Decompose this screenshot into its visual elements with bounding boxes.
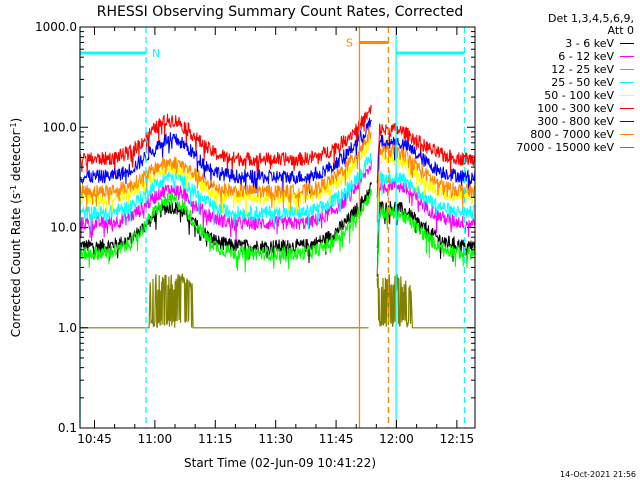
x-tick-label-2: 11:15	[198, 432, 233, 446]
legend-entry-2: 12 - 25 keV	[484, 63, 634, 76]
y-tick-label-0: 1000.0	[35, 20, 77, 34]
x-tick-label-5: 12:00	[379, 432, 414, 446]
legend-swatch	[620, 82, 634, 83]
chart-title: RHESSI Observing Summary Count Rates, Co…	[97, 4, 463, 20]
legend-entry-7: 800 - 7000 keV	[484, 128, 634, 141]
y-axis-label-part: Corrected Count Rate (s	[9, 193, 23, 337]
legend-header-line-1: Det 1,3,4,5,6,9,	[547, 12, 634, 25]
series-line-3-segment-1	[376, 170, 476, 236]
series-line-4-segment-0	[79, 136, 372, 217]
legend-swatch	[620, 56, 634, 57]
x-tick-label-1: 11:00	[138, 432, 173, 446]
annotation-night-label: N	[152, 47, 160, 60]
legend-swatch	[620, 108, 634, 109]
series-line-0-segment-0	[79, 182, 372, 265]
legend-label: 12 - 25 keV	[551, 63, 614, 76]
legend-entry-1: 6 - 12 keV	[484, 50, 634, 63]
x-tick-label-0: 10:45	[77, 432, 112, 446]
y-axis-label-superscript: -1	[9, 185, 18, 193]
y-axis-label-superscript: -1	[9, 122, 18, 130]
y-axis-label: Corrected Count Rate (s-1 detector-1)	[9, 118, 24, 337]
y-tick-label-4: 0.1	[58, 421, 77, 435]
legend-entry-3: 25 - 50 keV	[484, 76, 634, 89]
legend-swatch	[620, 95, 634, 96]
legend-label: 50 - 100 keV	[544, 89, 614, 102]
legend-label: 6 - 12 keV	[558, 50, 614, 63]
legend-entry-0: 3 - 6 keV	[484, 37, 634, 50]
legend-label: 7000 - 15000 keV	[516, 141, 614, 154]
legend-swatch	[620, 147, 634, 148]
legend-swatch	[620, 121, 634, 122]
series-line-7-segment-0	[79, 128, 372, 211]
series-line-6-segment-0	[79, 117, 372, 194]
timestamp: 14-Oct-2021 21:56	[560, 470, 636, 479]
legend-label: 100 - 300 keV	[537, 102, 614, 115]
series-line-5-segment-1	[376, 122, 476, 184]
legend-label: 3 - 6 keV	[565, 37, 614, 50]
y-tick-label-3: 1.0	[58, 321, 77, 335]
series-line-8-segment-1	[376, 273, 474, 329]
y-axis-label-part: )	[9, 118, 23, 123]
x-tick-label-3: 11:30	[258, 432, 293, 446]
series-line-3-segment-0	[79, 153, 372, 232]
legend-swatch	[620, 134, 634, 135]
series-line-7-segment-1	[376, 144, 475, 223]
x-axis-label: Start Time (02-Jun-09 10:41:22)	[184, 456, 376, 470]
legend-label: 25 - 50 keV	[551, 76, 614, 89]
legend-entry-5: 100 - 300 keV	[484, 102, 634, 115]
y-tick-label-1: 100.0	[43, 120, 77, 134]
series-line-8-segment-0	[80, 272, 369, 329]
legend-label: 800 - 7000 keV	[530, 128, 614, 141]
legend-entry-4: 50 - 100 keV	[484, 89, 634, 102]
series-line-6-segment-1	[376, 134, 476, 198]
y-tick-label-2: 10.0	[50, 221, 77, 235]
legend-swatch	[620, 69, 634, 70]
series-line-2-segment-0	[79, 189, 372, 273]
legend-swatch	[620, 43, 634, 44]
series-line-1-segment-0	[79, 159, 372, 242]
y-axis-label-part: detector	[9, 130, 23, 185]
legend-label: 300 - 800 keV	[537, 115, 614, 128]
legend-header-line-2: Att 0	[607, 24, 634, 37]
series-line-2-segment-1	[376, 206, 476, 275]
x-tick-label-6: 12:15	[440, 432, 475, 446]
annotation-saa-label: S	[346, 37, 353, 50]
series-line-5-segment-0	[79, 104, 372, 177]
x-tick-label-4: 11:45	[319, 432, 354, 446]
legend-entry-6: 300 - 800 keV	[484, 115, 634, 128]
legend: Det 1,3,4,5,6,9, Att 0 3 - 6 keV 6 - 12 k…	[484, 13, 634, 154]
legend-entry-8: 7000 - 15000 keV	[484, 141, 634, 154]
